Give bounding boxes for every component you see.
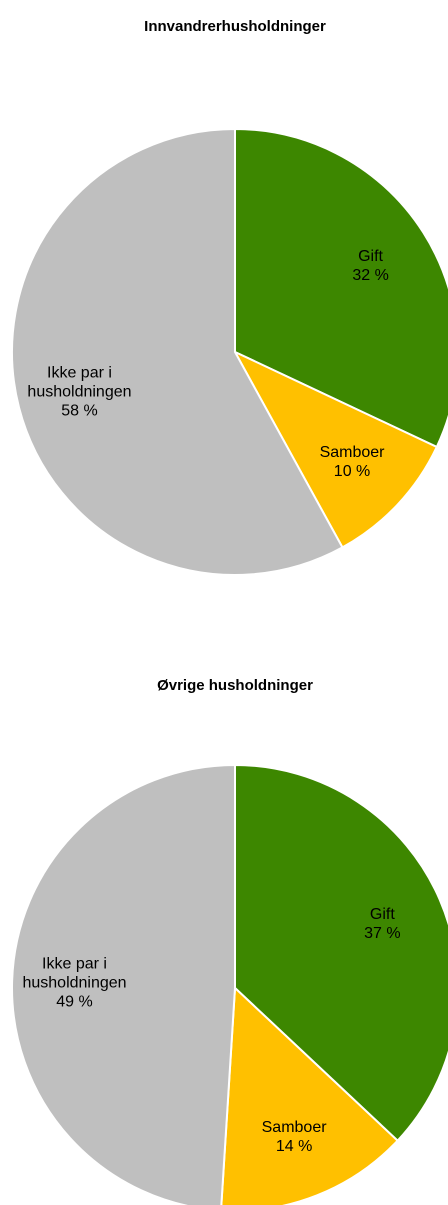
pie-slice <box>11 763 236 1205</box>
slice-label: Samboer 14 % <box>234 1118 354 1156</box>
pie-slice <box>220 985 399 1205</box>
category-name: Ikke par i husholdningen <box>22 955 127 992</box>
value-label: 58 % <box>61 402 98 420</box>
chart-title: Innvandrerhusholdninger <box>144 18 326 35</box>
category-name: Gift <box>369 906 395 924</box>
pie-slice <box>234 127 448 449</box>
slice-label: Ikke par i husholdningen 58 % <box>19 363 139 420</box>
value-label: 32 % <box>352 266 389 284</box>
value-label: 10 % <box>333 462 371 480</box>
slice-label: Ikke par i husholdningen 49 % <box>15 954 135 1011</box>
pie-slice <box>11 127 344 576</box>
value-label: 49 % <box>56 993 93 1011</box>
slice-label: Gift 32 % <box>311 247 431 285</box>
slice-label: Samboer 10 % <box>292 443 412 481</box>
category-name: Ikke par i husholdningen <box>27 364 132 401</box>
chart-title: Øvrige husholdninger <box>157 677 313 694</box>
value-label: 37 % <box>364 925 401 943</box>
value-label: 14 % <box>275 1138 313 1156</box>
pie-slice <box>234 763 448 1143</box>
category-name: Gift <box>358 247 383 265</box>
category-name: Samboer <box>261 1119 327 1137</box>
pie-slice <box>232 349 439 549</box>
slice-label: Gift 37 % <box>322 905 442 943</box>
category-name: Samboer <box>319 443 385 461</box>
